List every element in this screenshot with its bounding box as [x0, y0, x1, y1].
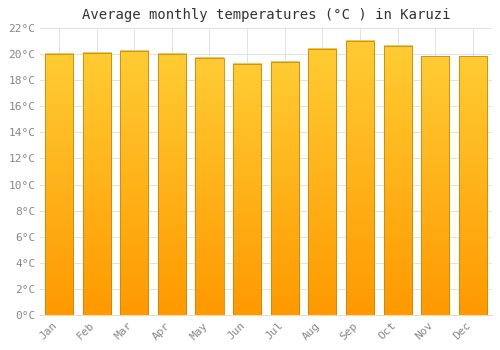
Bar	[308, 49, 336, 315]
Bar	[45, 54, 73, 315]
Bar	[384, 46, 411, 315]
Bar	[158, 54, 186, 315]
Bar	[421, 56, 450, 315]
Bar	[233, 64, 261, 315]
Bar	[270, 62, 299, 315]
Bar	[346, 41, 374, 315]
Title: Average monthly temperatures (°C ) in Karuzi: Average monthly temperatures (°C ) in Ka…	[82, 8, 450, 22]
Bar	[196, 58, 224, 315]
Bar	[82, 52, 110, 315]
Bar	[120, 51, 148, 315]
Bar	[458, 56, 487, 315]
